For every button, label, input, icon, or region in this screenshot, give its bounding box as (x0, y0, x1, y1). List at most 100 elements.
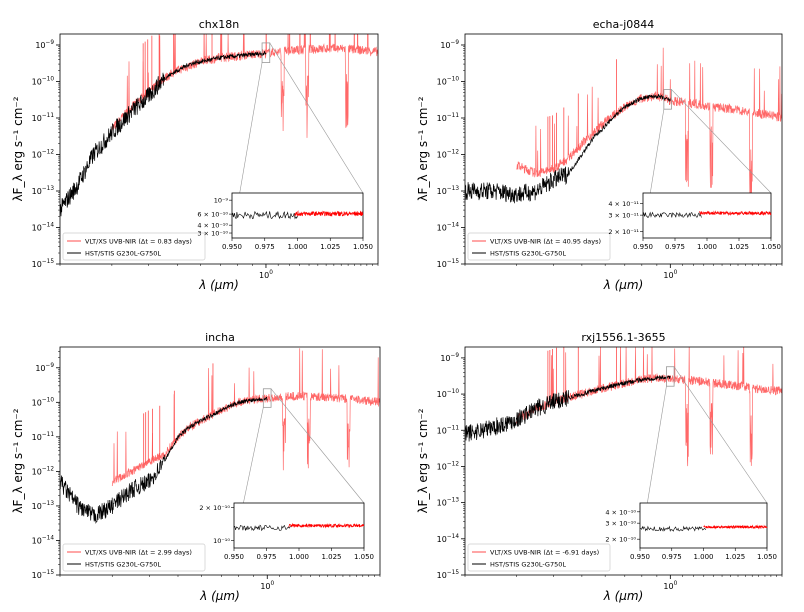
zoom-connector (270, 388, 365, 504)
panel-title: incha (205, 331, 235, 344)
x-tick-label: 100 (260, 581, 274, 591)
plot-area (60, 348, 380, 524)
stis-spectrum-line (465, 93, 671, 204)
panel-3: rxj1556.1-3655 10−15 10−14 10−13 10−12 10−11 1… (416, 331, 783, 603)
inset-stis-line (642, 211, 702, 219)
y-tick-label: 10−12 (32, 149, 55, 159)
inset-x-tick-label: 1.025 (321, 553, 341, 561)
stis-spectrum-line (60, 50, 267, 217)
zoom-connector (673, 366, 768, 504)
inset-stis-line (233, 524, 291, 532)
legend-xs-label: VLT/XS UVB-NIR (Δt = 0.83 days) (85, 238, 192, 246)
inset-x-tick-label: 1.025 (725, 553, 745, 561)
inset-x-tick-label: 1.050 (757, 553, 777, 561)
y-tick-label: 10−10 (32, 397, 55, 407)
legend-stis-label: HST/STIS G230L-G750L (85, 561, 161, 569)
legend-xs-label: VLT/XS UVB-NIR (Δt = -6.91 days) (490, 549, 599, 557)
y-tick-label: 10−15 (32, 259, 55, 269)
legend-stis-label: HST/STIS G230L-G750L (490, 250, 566, 258)
zoom-box (261, 42, 271, 63)
inset-stis-line (231, 210, 298, 220)
y-tick-label: 10−12 (437, 149, 460, 159)
inset-xs-line (294, 210, 364, 217)
y-axis-label: λF_λ erg s⁻¹ cm⁻² (11, 408, 25, 513)
legend-xs-label: VLT/XS UVB-NIR (Δt = 40.95 days) (490, 238, 601, 246)
y-axis-label: λF_λ erg s⁻¹ cm⁻² (416, 408, 430, 513)
inset-xs-line (703, 524, 768, 530)
x-axis-label: λ (μm) (603, 278, 644, 292)
y-tick-label: 10−15 (437, 570, 460, 580)
y-tick-label: 10−11 (32, 432, 55, 442)
inset-frame (639, 502, 768, 549)
inset-2: 0.950 0.975 1.000 1.025 1.050 10⁻¹⁰ 2 × 10⁻¹⁰ (199, 502, 374, 561)
inset-y-tick-label: 10⁻⁹ (214, 197, 229, 205)
inset-x-tick-label: 1.000 (287, 243, 307, 251)
legend-box (62, 543, 206, 572)
zoom-box (262, 388, 272, 408)
inset-y-tick-label: 4 × 10⁻¹¹ (608, 200, 639, 208)
inset-1: 0.950 0.975 1.000 1.025 1.050 2 × 10⁻¹¹ 3 × 10… (608, 192, 781, 251)
stis-spectrum-line (465, 375, 671, 442)
x-axis-label: λ (μm) (603, 589, 644, 603)
inset-x-tick-label: 1.000 (289, 553, 309, 561)
y-tick-label: 10−14 (437, 534, 460, 544)
y-tick-label: 10−10 (437, 389, 460, 399)
inset-x-tick-label: 0.950 (630, 553, 650, 561)
inset-x-tick-label: 1.050 (761, 243, 781, 251)
inset-x-tick-label: 1.000 (697, 243, 717, 251)
legend-xs-label: VLT/XS UVB-NIR (Δt = 2.99 days) (85, 549, 192, 557)
panel-title: rxj1556.1-3655 (581, 331, 665, 344)
plot-area (465, 47, 782, 204)
y-tick-label: 10−15 (437, 259, 460, 269)
legend-stis-label: HST/STIS G230L-G750L (85, 250, 161, 258)
panel-0: chx18n 10−15 10−14 10−13 10−12 10−11 10−10 10−9… (11, 18, 379, 292)
y-tick-label: 10−9 (440, 353, 459, 363)
y-tick-label: 10−12 (437, 461, 460, 471)
inset-x-tick-label: 0.975 (256, 553, 276, 561)
zoom-connector (269, 42, 364, 194)
panel-title: echa-j0844 (593, 18, 655, 31)
y-tick-label: 10−11 (32, 113, 55, 123)
y-axis-label: λF_λ erg s⁻¹ cm⁻² (416, 96, 430, 201)
panel-2: incha 10−15 10−14 10−13 10−12 10−11 10−10 10−9 1… (11, 331, 381, 603)
inset-x-tick-label: 0.975 (662, 553, 682, 561)
y-tick-label: 10−13 (437, 498, 460, 508)
y-tick-label: 10−9 (35, 40, 54, 50)
y-axis-label: λF_λ erg s⁻¹ cm⁻² (11, 96, 25, 201)
stis-spectrum-line (60, 397, 268, 524)
inset-x-tick-label: 1.050 (354, 553, 374, 561)
zoom-box (663, 89, 672, 110)
y-tick-label: 10−13 (32, 501, 55, 511)
y-tick-label: 10−13 (32, 186, 55, 196)
x-axis-label: λ (μm) (199, 589, 240, 603)
inset-y-tick-label: 3 × 10⁻¹⁰ (605, 520, 636, 528)
inset-x-tick-label: 1.000 (693, 553, 713, 561)
xs-spectrum-line (111, 348, 380, 487)
y-tick-label: 10−15 (32, 570, 55, 580)
y-tick-label: 10−14 (32, 222, 55, 232)
inset-x-tick-label: 0.975 (255, 243, 275, 251)
y-tick-label: 10−11 (437, 425, 460, 435)
inset-y-tick-label: 2 × 10⁻¹¹ (608, 228, 639, 236)
y-tick-label: 10−14 (32, 535, 55, 545)
x-tick-label: 100 (663, 581, 677, 591)
inset-x-tick-label: 0.950 (633, 243, 653, 251)
inset-y-tick-label: 2 × 10⁻¹⁰ (605, 536, 636, 544)
legend-stis-label: HST/STIS G230L-G750L (490, 561, 566, 569)
plot-area (60, 34, 378, 217)
inset-y-tick-label: 6 × 10⁻¹⁰ (197, 211, 228, 219)
panel-title: chx18n (199, 18, 240, 31)
y-tick-label: 10−9 (35, 363, 54, 373)
inset-y-tick-label: 4 × 10⁻¹⁰ (197, 222, 228, 230)
inset-0: 0.950 0.975 1.000 1.025 1.050 3 × 10⁻¹⁰4 × 10… (197, 192, 373, 251)
panel-1: echa-j0844 10−15 10−14 10−13 10−12 10−11 10−10… (416, 18, 783, 292)
inset-y-tick-label: 2 × 10⁻¹⁰ (199, 504, 230, 512)
inset-frame (642, 192, 772, 239)
inset-x-tick-label: 0.975 (665, 243, 685, 251)
inset-y-tick-label: 4 × 10⁻¹⁰ (605, 508, 636, 516)
panel-frame (464, 346, 783, 576)
legend-box (62, 232, 206, 261)
y-tick-label: 10−13 (437, 186, 460, 196)
plot-area (465, 347, 782, 467)
